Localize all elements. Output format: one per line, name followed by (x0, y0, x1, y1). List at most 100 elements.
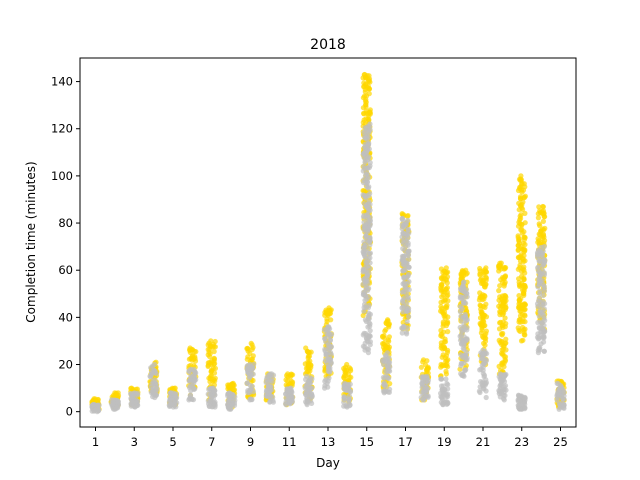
data-point (382, 389, 388, 395)
data-point (477, 268, 483, 274)
data-point (364, 204, 370, 210)
data-point (361, 308, 367, 314)
data-point (211, 355, 217, 361)
data-point (327, 338, 333, 344)
data-point (205, 391, 211, 397)
data-point (498, 382, 504, 388)
data-point (305, 355, 311, 361)
data-point (364, 336, 370, 342)
data-point (561, 389, 567, 395)
data-point (481, 269, 487, 275)
data-point (364, 346, 370, 352)
data-point (518, 305, 524, 311)
data-point (134, 390, 141, 396)
data-point (461, 321, 467, 327)
data-point (519, 189, 525, 195)
data-point (365, 123, 371, 129)
data-point (515, 325, 521, 331)
data-point (542, 317, 548, 324)
data-point (266, 375, 272, 381)
data-point (230, 402, 236, 408)
data-point (230, 391, 236, 398)
data-point (366, 184, 372, 190)
data-point (477, 290, 483, 296)
x-tick-label: 23 (514, 435, 529, 449)
data-point (517, 262, 523, 268)
data-point (540, 218, 547, 224)
data-point (522, 270, 528, 276)
data-point (517, 195, 524, 202)
data-point (478, 280, 485, 286)
data-point (110, 401, 117, 407)
data-point (481, 319, 487, 325)
data-point (327, 310, 333, 316)
data-point (420, 359, 426, 365)
data-point (443, 276, 449, 282)
data-point (346, 396, 352, 402)
data-point (420, 374, 426, 380)
data-point (192, 368, 198, 375)
data-point (522, 405, 528, 411)
data-point (499, 332, 505, 338)
data-point (542, 257, 548, 263)
data-point (522, 319, 528, 325)
data-point (481, 340, 487, 346)
data-point (209, 385, 215, 391)
data-point (541, 348, 547, 354)
data-point (404, 309, 410, 315)
chart-title: 2018 (310, 37, 346, 53)
data-point (367, 342, 373, 348)
data-point (540, 204, 547, 210)
data-point (209, 367, 215, 373)
data-point (206, 403, 212, 409)
data-point (381, 380, 387, 386)
data-point (517, 393, 523, 399)
data-point (325, 378, 331, 384)
data-point (367, 221, 373, 227)
data-point (361, 117, 367, 123)
data-point (367, 255, 373, 261)
data-point (439, 294, 445, 300)
data-point (381, 333, 387, 339)
data-point (516, 297, 523, 304)
data-point (479, 327, 485, 333)
data-point (365, 324, 371, 330)
data-point (403, 329, 409, 335)
data-point (500, 396, 507, 402)
data-point (211, 348, 217, 355)
data-point (522, 326, 528, 332)
data-point (479, 351, 485, 357)
data-point (360, 312, 366, 319)
data-point (367, 333, 373, 339)
data-point (542, 329, 548, 335)
data-point (130, 392, 136, 398)
data-point (481, 386, 487, 392)
data-point (443, 286, 449, 292)
data-point (361, 129, 367, 135)
data-point (347, 389, 353, 395)
data-point (343, 385, 349, 391)
data-point (186, 368, 192, 374)
data-point (459, 361, 465, 367)
data-point (438, 275, 444, 281)
data-point (521, 301, 527, 308)
data-point (478, 306, 484, 312)
data-point (244, 380, 250, 386)
data-point (438, 282, 444, 288)
data-point (361, 304, 367, 311)
data-point (386, 338, 392, 344)
data-point (406, 264, 412, 270)
data-point (386, 359, 393, 365)
data-point (503, 304, 509, 311)
data-point (187, 347, 193, 354)
data-point (519, 205, 525, 211)
data-point (362, 254, 368, 261)
data-point (208, 360, 214, 366)
data-point (535, 347, 541, 353)
series-2-points (89, 121, 567, 415)
data-point (380, 358, 386, 364)
data-point (172, 399, 178, 405)
data-point (172, 393, 178, 399)
data-point (323, 352, 329, 358)
data-point (367, 234, 373, 241)
